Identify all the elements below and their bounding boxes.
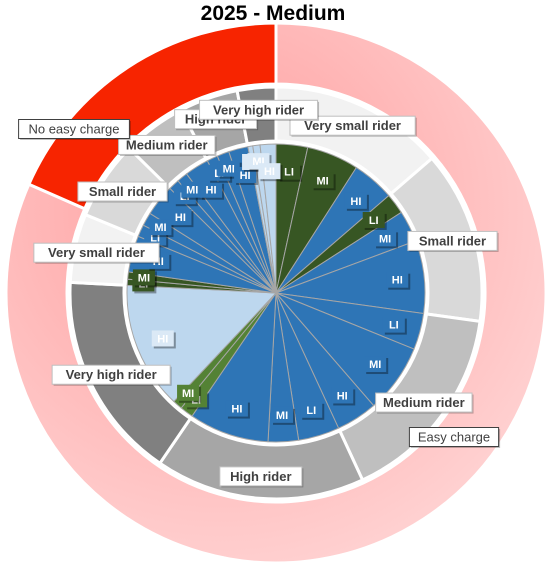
callout-box-medium-rider — [375, 392, 473, 413]
inner-label-box — [169, 209, 192, 226]
inner-label-box — [362, 211, 385, 228]
callout-box-very-high-rider — [51, 364, 171, 385]
chart-title: 2025 - Medium — [200, 2, 346, 25]
inner-label-box — [278, 163, 301, 180]
callout-text-very-small-rider: Very small rider — [304, 118, 401, 133]
inner-segment-label: MI — [223, 164, 235, 176]
inner-label-box — [374, 230, 397, 247]
inner-segment-label: MI — [182, 388, 194, 400]
callout-text-very-small-rider: Very small rider — [48, 245, 145, 260]
inner-label-box — [234, 166, 257, 183]
inner-segment-label: HI — [392, 275, 403, 287]
inner-segment-label: HI — [264, 166, 275, 178]
inner-segment-label: LI — [389, 320, 399, 332]
inner-segment-label: HI — [206, 185, 217, 197]
inner-segment-label: LI — [150, 232, 160, 244]
callout-box-medium-rider — [118, 134, 216, 155]
inner-segment-label: MI — [154, 222, 166, 234]
inner-segment-label: HI — [350, 196, 361, 208]
callout-box-small-rider — [77, 181, 168, 202]
inner-segment-label: MI — [317, 175, 329, 187]
inner-label-box — [149, 219, 172, 236]
callout-text-medium-rider: Medium rider — [383, 395, 465, 410]
inner-segment-label: LI — [284, 167, 294, 179]
inner-segment-label: HI — [337, 390, 348, 402]
callout-box-easy-charge — [408, 427, 500, 447]
inner-label-box — [382, 316, 405, 333]
inner-segment-label: HI — [175, 212, 186, 224]
inner-ring-labels: LIMIHILIMIHILIMIHILIMIHILIMIHILIMIHILIMI… — [132, 153, 411, 425]
inner-segment-label: LI — [369, 215, 379, 227]
inner-label-box — [181, 181, 204, 198]
inner-ring — [126, 143, 426, 443]
inner-segment-label: HI — [157, 333, 168, 345]
inner-label-box — [132, 269, 155, 286]
callout-box-small-rider — [407, 230, 498, 251]
callout-labels: Very small rider Small rider Medium rider H… — [18, 99, 501, 488]
inner-label-box — [151, 330, 174, 347]
callout-box-high-rider — [219, 466, 303, 487]
callout-box-no-easy-charge — [18, 119, 130, 139]
callout-text-no-easy-charge: No easy charge — [28, 122, 119, 137]
inner-label-box — [311, 172, 334, 189]
inner-segment-label: MI — [276, 410, 288, 422]
callout-box-very-small-rider — [33, 242, 160, 263]
inner-label-box — [225, 400, 248, 417]
inner-label-box — [177, 384, 200, 401]
inner-label-box — [300, 401, 323, 418]
callout-text-medium-rider: Medium rider — [126, 137, 208, 152]
inner-segment-label: LI — [306, 405, 316, 417]
callout-box-very-high-rider — [199, 99, 319, 120]
callout-text-very-high-rider: Very high rider — [66, 367, 157, 382]
callout-text-small-rider: Small rider — [419, 233, 486, 248]
callout-text-easy-charge: Easy charge — [418, 430, 490, 445]
inner-segment-label: HI — [231, 404, 242, 416]
callout-box-very-small-rider — [289, 115, 416, 136]
inner-segment-label: MI — [186, 185, 198, 197]
callout-text-small-rider: Small rider — [89, 184, 156, 199]
inner-segment-hi — [259, 143, 277, 294]
inner-segment-label: HI — [240, 170, 251, 182]
inner-label-box — [271, 406, 294, 423]
callout-text-high-rider: High rider — [230, 469, 291, 484]
inner-segment-label: MI — [379, 233, 391, 245]
inner-label-box — [331, 387, 354, 404]
inner-label-box — [200, 181, 223, 198]
inner-label-box — [386, 271, 409, 288]
inner-segment-label: MI — [369, 359, 381, 371]
inner-label-box — [344, 192, 367, 209]
inner-label-box — [364, 356, 387, 373]
callout-text-very-high-rider: Very high rider — [213, 102, 304, 117]
inner-label-box — [258, 163, 281, 180]
inner-segment-label: MI — [138, 272, 150, 284]
